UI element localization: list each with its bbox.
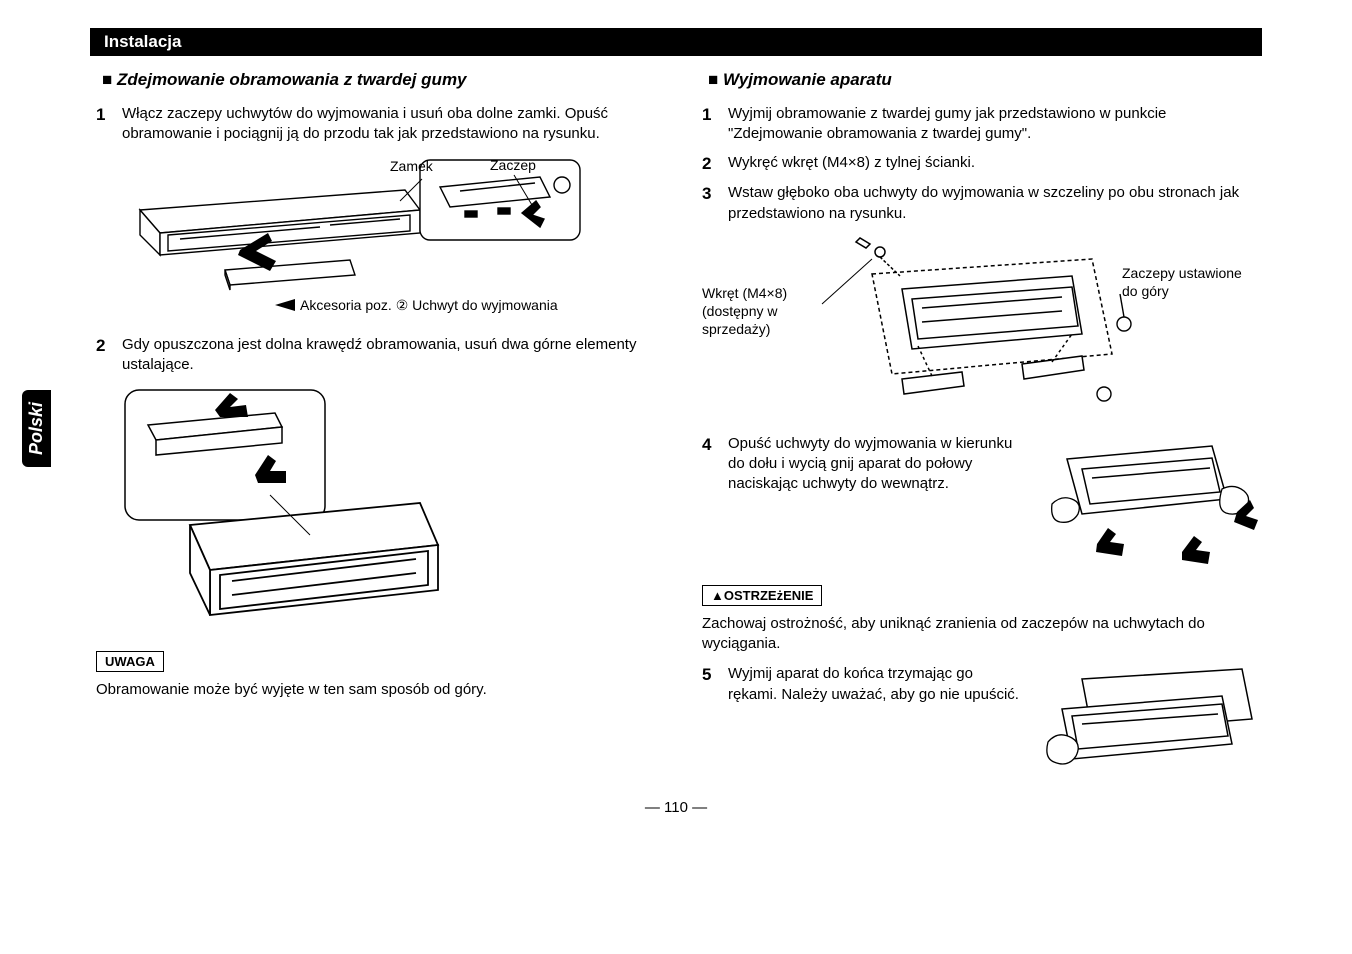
step-text: Wyjmij obramowanie z twardej gumy jak pr… bbox=[728, 104, 1262, 145]
step-text: Wstaw głęboko oba uchwyty do wyjmowania … bbox=[728, 183, 1262, 224]
left-title: Zdejmowanie obramowania z twardej gumy bbox=[102, 70, 656, 90]
right-step-1: 1 Wyjmij obramowanie z twardej gumy jak … bbox=[702, 104, 1262, 145]
step-text: Wykręć wkręt (M4×8) z tylnej ścianki. bbox=[728, 153, 1262, 176]
left-step-2: 2 Gdy opuszczona jest dolna krawędź obra… bbox=[96, 335, 656, 376]
step-number: 3 bbox=[702, 183, 728, 224]
figure-1: Zamek Zaczep Akcesoria poz. ② Uchwyt do … bbox=[120, 155, 656, 325]
fig1-label-zamek: Zamek bbox=[390, 158, 434, 174]
figure-2 bbox=[120, 385, 656, 635]
note-text: Obramowanie może być wyjęte w ten sam sp… bbox=[96, 680, 656, 700]
warning-text: Zachowaj ostrożność, aby uniknąć zranien… bbox=[702, 614, 1262, 655]
step-number: 4 bbox=[702, 434, 728, 495]
step-number: 2 bbox=[96, 335, 122, 376]
section-header: Instalacja bbox=[90, 28, 1262, 56]
page-number: — 110 — bbox=[90, 799, 1262, 816]
figure-4 bbox=[1042, 434, 1262, 579]
step-text: Wyjmij aparat do końca trzymając go ręka… bbox=[728, 664, 1026, 705]
fig3-label-zaczepy: Zaczepy ustawione do góry bbox=[1122, 264, 1252, 300]
left-column: Zdejmowanie obramowania z twardej gumy 1… bbox=[90, 70, 656, 789]
fig1-caption: Akcesoria poz. ② Uchwyt do wyjmowania bbox=[300, 297, 558, 313]
step-text: Gdy opuszczona jest dolna krawędź obramo… bbox=[122, 335, 656, 376]
step-number: 1 bbox=[96, 104, 122, 145]
step-text: Włącz zaczepy uchwytów do wyjmowania i u… bbox=[122, 104, 656, 145]
page-content: Instalacja Zdejmowanie obramowania z twa… bbox=[0, 0, 1352, 836]
note-label: UWAGA bbox=[96, 651, 164, 672]
right-step-3: 3 Wstaw głęboko oba uchwyty do wyjmowani… bbox=[702, 183, 1262, 224]
right-step-2: 2 Wykręć wkręt (M4×8) z tylnej ścianki. bbox=[702, 153, 1262, 176]
step-number: 1 bbox=[702, 104, 728, 145]
figure-5 bbox=[1042, 664, 1262, 789]
fig3-label-wkret: Wkręt (M4×8) (dostępny w sprzedaży) bbox=[702, 284, 822, 339]
step-number: 2 bbox=[702, 153, 728, 176]
fig1-label-zaczep: Zaczep bbox=[490, 157, 536, 173]
step-number: 5 bbox=[702, 664, 728, 705]
step-text: Opuść uchwyty do wyjmowania w kierunku d… bbox=[728, 434, 1026, 495]
figure-3: Wkręt (M4×8) (dostępny w sprzedaży) Zacz… bbox=[702, 234, 1262, 424]
right-title: Wyjmowanie aparatu bbox=[708, 70, 1262, 90]
warning-label: ▲OSTRZEżENIE bbox=[702, 585, 822, 606]
left-step-1: 1 Włącz zaczepy uchwytów do wyjmowania i… bbox=[96, 104, 656, 145]
right-step-5: 5 Wyjmij aparat do końca trzymając go rę… bbox=[702, 664, 1026, 705]
right-step-4: 4 Opuść uchwyty do wyjmowania w kierunku… bbox=[702, 434, 1026, 495]
right-column: Wyjmowanie aparatu 1 Wyjmij obramowanie … bbox=[696, 70, 1262, 789]
